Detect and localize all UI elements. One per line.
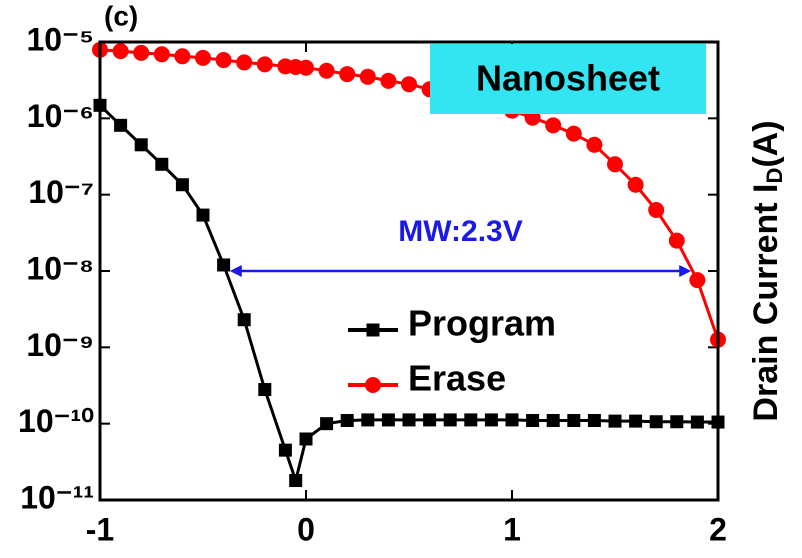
x-tick-label: -1 — [86, 511, 114, 547]
y-tick-label: 10⁻⁵ — [26, 21, 94, 57]
marker — [670, 415, 684, 429]
marker — [236, 54, 253, 71]
y-tick-label: 10⁻¹¹ — [20, 479, 94, 515]
y-tick-label: 10⁻⁹ — [26, 327, 94, 363]
marker — [175, 178, 189, 192]
marker — [361, 413, 375, 427]
y-tick-label: 10⁻⁸ — [26, 250, 94, 286]
marker — [258, 383, 272, 397]
plot-frame — [98, 40, 720, 502]
marker — [505, 413, 519, 427]
marker — [153, 46, 170, 63]
marker — [401, 76, 417, 93]
marker — [586, 136, 603, 153]
marker — [668, 232, 685, 249]
arrow-head — [679, 265, 692, 277]
marker — [155, 157, 169, 171]
panel-label: (c) — [104, 0, 138, 31]
marker — [484, 413, 498, 427]
legend-marker — [365, 377, 381, 393]
marker — [237, 313, 251, 327]
marker — [196, 208, 210, 222]
marker — [359, 68, 376, 85]
marker — [381, 413, 395, 427]
marker — [464, 413, 478, 427]
marker — [217, 258, 231, 272]
marker — [587, 414, 601, 428]
y-tick-label: 10⁻⁶ — [27, 98, 94, 134]
axis-label-part: (A) — [747, 120, 785, 167]
marker — [546, 414, 560, 428]
marker — [340, 414, 354, 428]
marker — [134, 138, 148, 152]
marker — [689, 272, 706, 289]
marker — [380, 72, 397, 89]
y-tick-label: 10⁻¹⁰ — [18, 403, 94, 439]
series-0 — [93, 98, 725, 488]
marker — [195, 49, 211, 66]
arrow-head — [229, 265, 242, 277]
marker — [112, 43, 129, 60]
marker — [174, 48, 191, 65]
marker — [320, 417, 334, 431]
y-tick-label: 10⁻⁷ — [28, 174, 94, 210]
legend-marker — [366, 323, 380, 337]
marker — [690, 415, 704, 429]
marker — [278, 443, 292, 457]
axis-label: Drain Current ID(A) — [747, 120, 787, 421]
marker — [215, 52, 232, 69]
marker — [608, 414, 622, 428]
marker — [133, 44, 150, 61]
marker — [402, 413, 416, 427]
marker — [545, 117, 562, 134]
marker — [627, 176, 644, 193]
marker — [339, 66, 356, 83]
x-tick-label: 0 — [297, 511, 315, 547]
marker — [299, 432, 313, 446]
marker — [629, 414, 643, 428]
x-tick-label: 1 — [503, 511, 521, 547]
marker — [318, 62, 335, 79]
marker — [649, 415, 663, 429]
annotation: MW:2.3V — [398, 215, 522, 248]
axis-label-part: Drain Current I — [747, 184, 785, 422]
marker — [565, 125, 582, 142]
annotation: Nanosheet — [476, 58, 660, 99]
marker — [567, 414, 581, 428]
marker — [298, 59, 314, 76]
marker — [256, 56, 273, 73]
marker — [114, 118, 128, 132]
marker — [443, 413, 457, 427]
annotation-box — [430, 44, 706, 114]
marker — [648, 201, 665, 218]
axis-label-part: D — [762, 168, 787, 184]
marker — [607, 156, 623, 173]
x-tick-label: 2 — [709, 511, 727, 547]
marker — [526, 414, 540, 428]
marker — [423, 413, 437, 427]
marker — [289, 474, 303, 488]
legend-label: Erase — [408, 358, 506, 399]
legend-label: Program — [408, 303, 556, 344]
